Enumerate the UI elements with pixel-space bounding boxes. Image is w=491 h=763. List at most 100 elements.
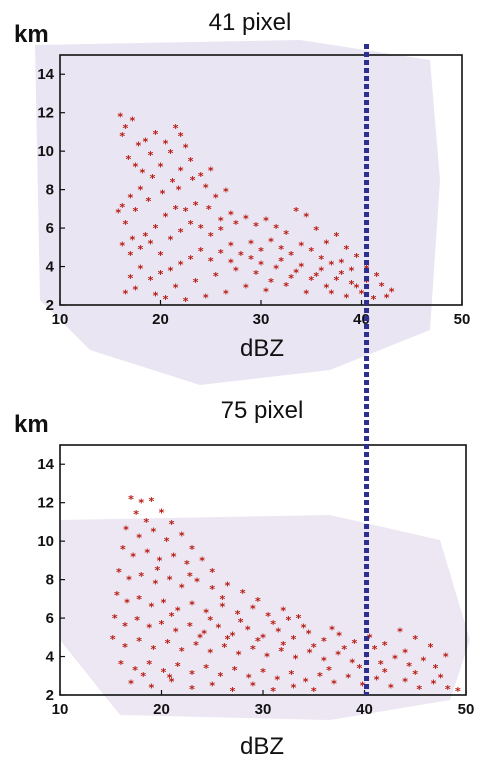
data-point: *: [119, 201, 125, 214]
data-point: *: [275, 626, 281, 639]
data-point: *: [301, 622, 307, 635]
data-point: *: [203, 291, 209, 304]
data-point: *: [203, 662, 209, 675]
data-point: *: [258, 259, 264, 272]
data-point: *: [329, 624, 335, 637]
data-point: *: [250, 602, 256, 615]
data-point: *: [117, 111, 123, 124]
data-point: *: [170, 176, 176, 189]
data-point: *: [293, 205, 299, 218]
data-point: *: [349, 264, 355, 277]
data-point: *: [175, 660, 181, 673]
data-point: *: [374, 674, 380, 687]
x-axis-label: dBZ: [240, 335, 284, 362]
data-point: *: [246, 672, 252, 685]
data-point: *: [179, 581, 185, 594]
data-point: *: [283, 228, 289, 241]
data-point: *: [218, 214, 224, 227]
data-point: *: [318, 264, 324, 277]
data-point: *: [341, 643, 347, 656]
data-point: *: [243, 282, 249, 295]
data-point: *: [122, 641, 128, 654]
data-point: *: [392, 652, 398, 665]
data-point: *: [215, 622, 221, 635]
chart-title: 75 pixel: [221, 397, 304, 424]
data-point: *: [209, 679, 215, 692]
data-point: *: [388, 681, 394, 694]
data-point: *: [283, 280, 289, 293]
data-point: *: [308, 245, 314, 258]
data-point: *: [148, 601, 154, 614]
y-tick-label: 12: [37, 495, 54, 512]
data-point: *: [175, 604, 181, 617]
data-point: *: [293, 652, 299, 665]
data-point: *: [169, 610, 175, 623]
data-point: *: [189, 683, 195, 696]
data-point: *: [217, 670, 223, 683]
data-point: *: [263, 286, 269, 299]
data-point: *: [455, 685, 461, 698]
data-point: *: [280, 604, 286, 617]
data-point: *: [189, 668, 195, 681]
data-point: *: [188, 155, 194, 168]
data-point: *: [359, 287, 365, 300]
data-point: *: [273, 262, 279, 275]
data-point: *: [260, 631, 266, 644]
data-point: *: [318, 253, 324, 266]
data-point: *: [167, 672, 173, 685]
data-point: *: [273, 222, 279, 235]
x-tick-label: 10: [52, 701, 69, 718]
data-point: *: [119, 239, 125, 252]
data-point: *: [250, 643, 256, 656]
data-point: *: [136, 635, 142, 648]
data-point: *: [163, 211, 169, 224]
data-point: *: [173, 203, 179, 216]
data-point: *: [250, 679, 256, 692]
data-point: *: [183, 295, 189, 308]
data-point: *: [169, 676, 175, 689]
y-tick-label: 10: [37, 533, 54, 550]
data-point: *: [264, 651, 270, 664]
data-point: *: [208, 230, 214, 243]
data-point: *: [163, 293, 169, 306]
x-tick-label: 30: [255, 701, 272, 718]
data-point: *: [298, 261, 304, 274]
data-point: *: [220, 601, 226, 614]
data-point: *: [193, 199, 199, 212]
data-point: *: [178, 226, 184, 239]
data-point: *: [188, 253, 194, 266]
data-point: *: [378, 658, 384, 671]
data-point: *: [416, 683, 422, 696]
x-tick-label: 30: [253, 311, 270, 328]
data-point: *: [307, 647, 313, 660]
x-axis-label: dBZ: [240, 733, 284, 760]
data-point: *: [168, 147, 174, 160]
data-point: *: [238, 616, 244, 629]
data-point: *: [201, 627, 207, 640]
data-point: *: [184, 558, 190, 571]
x-tick-label: 40: [353, 311, 370, 328]
data-point: *: [165, 637, 171, 650]
data-point: *: [189, 599, 195, 612]
data-point: *: [122, 218, 128, 231]
data-point: *: [153, 577, 159, 590]
data-point: *: [328, 287, 334, 300]
data-point: *: [248, 253, 254, 266]
data-point: *: [220, 593, 226, 606]
chart-top: 41 pixel km ****************************…: [14, 9, 470, 362]
data-point: *: [374, 270, 380, 283]
data-point: *: [150, 172, 156, 185]
data-point: *: [167, 574, 173, 587]
data-point: *: [115, 207, 121, 220]
data-point: *: [420, 654, 426, 667]
data-point: *: [171, 551, 177, 564]
data-point: *: [323, 237, 329, 250]
data-point: *: [382, 666, 388, 679]
data-point: *: [153, 222, 159, 235]
data-point: *: [119, 130, 125, 143]
data-point: *: [240, 587, 246, 600]
data-point: *: [230, 629, 236, 642]
data-point: *: [270, 618, 276, 631]
data-point: *: [278, 645, 284, 658]
data-point: *: [328, 259, 334, 272]
